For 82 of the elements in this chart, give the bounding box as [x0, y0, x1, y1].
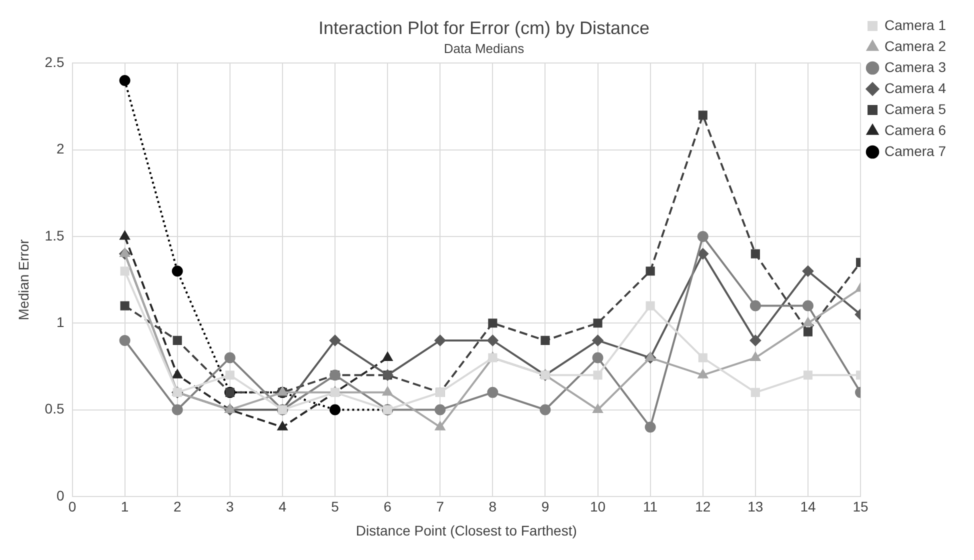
x-tick-label: 12	[695, 498, 711, 515]
x-tick-label: 3	[226, 498, 234, 515]
point	[698, 353, 708, 362]
point	[120, 266, 130, 276]
point	[750, 300, 761, 312]
legend-label: Camera 2	[884, 38, 946, 54]
y-tick-label: 1	[56, 314, 64, 330]
x-tick-label: 5	[331, 498, 340, 515]
point	[593, 370, 602, 380]
y-tick-label: 1.5	[44, 227, 64, 244]
point	[434, 404, 446, 416]
point	[697, 230, 708, 242]
y-tick-label: 2	[56, 140, 64, 157]
point	[644, 422, 656, 433]
point	[803, 370, 813, 380]
point	[750, 388, 760, 397]
legend-label: Camera 6	[884, 122, 946, 138]
x-tick-label: 11	[643, 498, 658, 515]
point	[646, 266, 655, 276]
point	[382, 386, 392, 396]
x-tick-label: 10	[590, 498, 606, 515]
point	[434, 334, 446, 346]
point	[120, 248, 130, 258]
point	[119, 334, 130, 346]
point	[225, 370, 234, 380]
point	[593, 318, 602, 328]
x-axis-title: Distance Point (Closest to Farthest)	[356, 522, 577, 538]
x-tick-label: 8	[488, 498, 497, 515]
point	[172, 336, 182, 345]
point	[120, 301, 130, 310]
point	[487, 386, 498, 398]
point	[592, 404, 603, 414]
point	[172, 266, 183, 277]
x-tick-label: 7	[436, 498, 444, 515]
point	[278, 422, 288, 430]
point	[487, 334, 498, 346]
point	[646, 301, 655, 310]
point	[750, 249, 760, 258]
point	[540, 336, 550, 345]
x-tick-label: 9	[541, 498, 550, 515]
x-tick-label: 15	[852, 498, 869, 515]
legend-label: Camera 3	[884, 58, 946, 75]
y-tick-label: 0.5	[44, 400, 64, 417]
point	[435, 422, 446, 430]
point	[172, 404, 183, 416]
point	[592, 352, 604, 364]
x-tick-label: 14	[800, 498, 816, 515]
point	[697, 248, 708, 260]
x-tick-label: 2	[173, 498, 182, 515]
point	[172, 370, 182, 378]
point	[750, 352, 760, 362]
legend-label: Camera 7	[884, 142, 946, 159]
y-tick-label: 2.5	[44, 54, 64, 70]
x-tick-label: 4	[278, 498, 287, 515]
point	[698, 370, 708, 378]
point	[802, 266, 814, 277]
point	[645, 352, 656, 362]
point	[540, 404, 551, 416]
point	[750, 334, 761, 346]
x-tick-label: 13	[748, 498, 764, 515]
x-tick-label: 6	[384, 498, 392, 515]
point	[330, 334, 341, 346]
point	[803, 318, 813, 326]
point	[382, 352, 392, 362]
point	[592, 334, 604, 346]
point	[803, 327, 813, 336]
x-tick-label: 0	[68, 498, 76, 515]
chart-title: Interaction Plot for Error (cm) by Distance	[318, 18, 650, 38]
legend-label: Camera 1	[884, 16, 946, 33]
point	[802, 300, 814, 312]
legend-label: Camera 4	[884, 80, 946, 96]
point	[488, 318, 498, 328]
x-tick-label: 1	[120, 498, 129, 515]
point	[119, 75, 130, 86]
legend-label: Camera 5	[884, 100, 946, 117]
point	[698, 110, 708, 120]
y-axis-title: Median Error	[15, 239, 32, 320]
point	[224, 352, 236, 364]
y-tick-label: 0	[56, 487, 64, 504]
chart-subtitle: Data Medians	[444, 40, 525, 56]
point	[330, 404, 341, 416]
point	[120, 230, 130, 240]
